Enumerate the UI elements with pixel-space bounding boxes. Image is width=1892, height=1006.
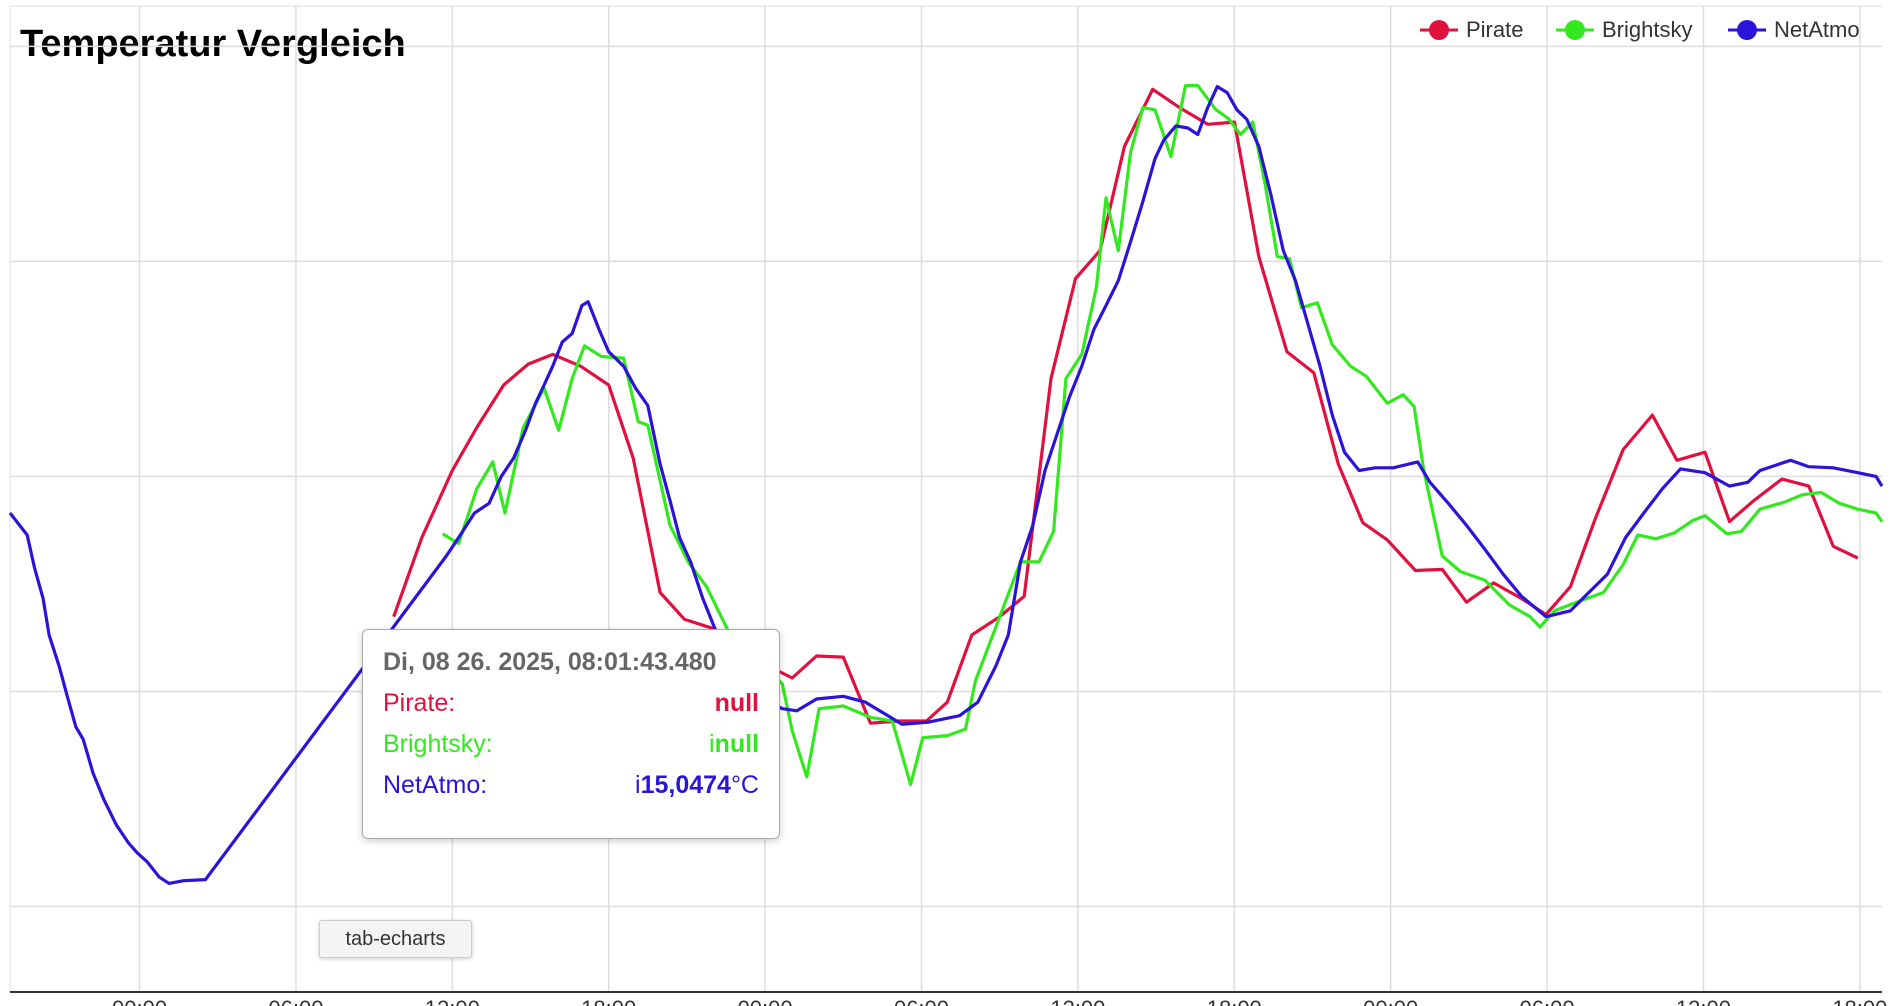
tooltip-row: NetAtmo: i15,0474°C: [383, 771, 759, 800]
legend-label: Pirate: [1466, 17, 1523, 42]
tooltip: Di, 08 26. 2025, 08:01:43.480 Pirate: nul…: [362, 629, 780, 839]
x-tick-label: 12:00: [425, 996, 480, 1006]
tooltip-rows: Pirate: null Brightsky: inull NetAtmo: i15,04…: [383, 689, 759, 800]
tooltip-label: Brightsky:: [383, 730, 493, 758]
series-line: [8, 85, 1884, 885]
series-line: [392, 87, 1859, 725]
x-tick-label: 00:00: [738, 996, 793, 1006]
tooltip-row: Brightsky: inull: [383, 730, 759, 759]
x-tick-label: 00:00: [1363, 996, 1418, 1006]
legend-dot: [1429, 20, 1449, 40]
series-line: [441, 84, 1884, 787]
tooltip-label: NetAtmo:: [383, 771, 488, 799]
legend-label: Brightsky: [1602, 17, 1692, 42]
tooltip-number: null: [714, 689, 759, 717]
tooltip-label: Pirate:: [383, 689, 456, 717]
x-tick-label: 12:00: [1676, 996, 1731, 1006]
tooltip-unit: °C: [730, 771, 759, 799]
tooltip-prefix: i: [635, 771, 641, 799]
legend: Pirate Brightsky NetAtmo: [1420, 17, 1860, 42]
x-tick-label: 06:00: [894, 996, 949, 1006]
tooltip-prefix: i: [709, 730, 715, 758]
tooltip-row: Pirate: null: [383, 689, 759, 718]
x-tick-label: 06:00: [1520, 996, 1575, 1006]
tooltip-number: 15,0474: [640, 771, 731, 799]
x-tick-label: 18:00: [1832, 996, 1887, 1006]
x-tick-label: 00:00: [112, 996, 167, 1006]
tooltip-value: inull: [709, 730, 759, 759]
legend-dot: [1565, 20, 1585, 40]
tab-label[interactable]: tab-echarts: [319, 920, 472, 958]
x-tick-label: 18:00: [581, 996, 636, 1006]
legend-dot: [1737, 20, 1757, 40]
x-tick-label: 12:00: [1050, 996, 1105, 1006]
x-tick-label: 06:00: [268, 996, 323, 1006]
tooltip-title: Di, 08 26. 2025, 08:01:43.480: [383, 648, 717, 676]
legend-label: NetAtmo: [1774, 17, 1860, 42]
chart-title: Temperatur Vergleich: [20, 23, 406, 65]
x-tick-label: 18:00: [1207, 996, 1262, 1006]
tooltip-value: null: [715, 689, 759, 718]
tooltip-number: null: [714, 730, 759, 758]
tooltip-value: i15,0474°C: [635, 771, 759, 800]
